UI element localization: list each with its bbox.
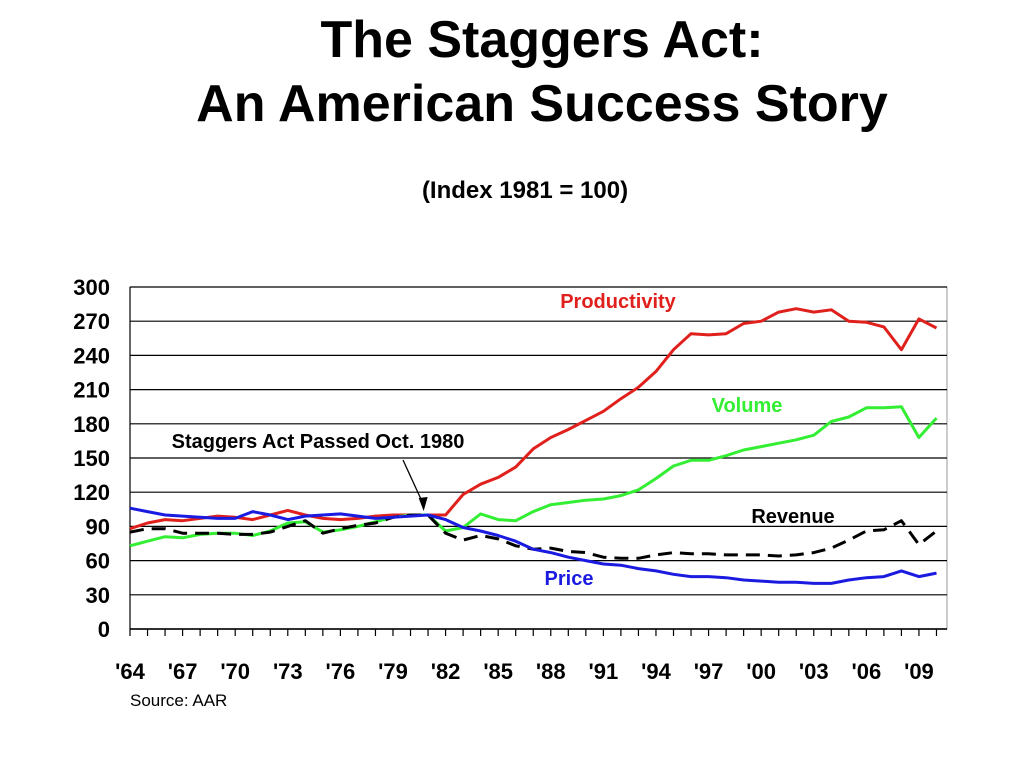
axis-tick-labels: 0 30 60 90 120 150 180 210 240 270 300 '64 '67 '70 '73… — [73, 275, 934, 684]
series-label-volume: Volume — [712, 395, 783, 417]
x-tick-label: '85 — [483, 659, 513, 684]
title-line-2: An American Success Story — [196, 75, 888, 133]
x-tick-label: '88 — [536, 659, 566, 684]
y-tick-label: 120 — [73, 480, 110, 505]
staggers-act-annotation: Staggers Act Passed Oct. 1980 — [172, 431, 465, 453]
source-note: Source: AAR — [130, 691, 228, 710]
x-tick-label: '03 — [799, 659, 829, 684]
annotation-arrow-line — [402, 459, 425, 506]
title-line-1: The Staggers Act: — [320, 11, 764, 69]
x-tick-label: '73 — [273, 659, 303, 684]
y-tick-label: 210 — [73, 378, 110, 403]
x-tick-label: '09 — [904, 659, 934, 684]
gridlines — [129, 286, 948, 630]
y-tick-label: 60 — [86, 549, 110, 574]
series-label-revenue: Revenue — [751, 506, 834, 528]
series-line-price — [129, 506, 937, 585]
y-tick-label: 90 — [86, 514, 110, 539]
chart-title: The Staggers Act: An American Success St… — [0, 8, 1024, 136]
y-tick-label: 0 — [98, 617, 110, 642]
chart-subtitle: (Index 1981 = 100) — [421, 177, 629, 204]
y-tick-label: 180 — [73, 412, 110, 437]
y-tick-label: 300 — [73, 275, 110, 300]
y-tick-label: 240 — [73, 343, 110, 368]
y-tick-label: 270 — [73, 309, 110, 334]
x-tick-label: '79 — [378, 659, 408, 684]
series-label-productivity: Productivity — [560, 291, 676, 313]
annotation-arrow-head — [418, 497, 428, 511]
x-tick-label: '70 — [220, 659, 250, 684]
x-tick-label: '82 — [431, 659, 461, 684]
series-label-price: Price — [545, 568, 594, 590]
x-tick-label: '64 — [115, 659, 145, 684]
x-tick-label: '00 — [746, 659, 776, 684]
x-tick-label: '91 — [589, 659, 619, 684]
x-tick-label: '06 — [852, 659, 882, 684]
x-tick-label: '94 — [641, 659, 671, 684]
y-tick-label: 150 — [73, 446, 110, 471]
series-line-productivity — [129, 307, 938, 531]
series-lines — [129, 307, 938, 585]
x-tick-label: '67 — [168, 659, 198, 684]
x-tick-label: '97 — [694, 659, 724, 684]
x-tick-label: '76 — [326, 659, 356, 684]
x-tick-marks — [129, 629, 938, 636]
annotations: Productivity Volume Revenue Price Staggers A… — [172, 291, 835, 590]
y-tick-label: 30 — [86, 583, 110, 608]
